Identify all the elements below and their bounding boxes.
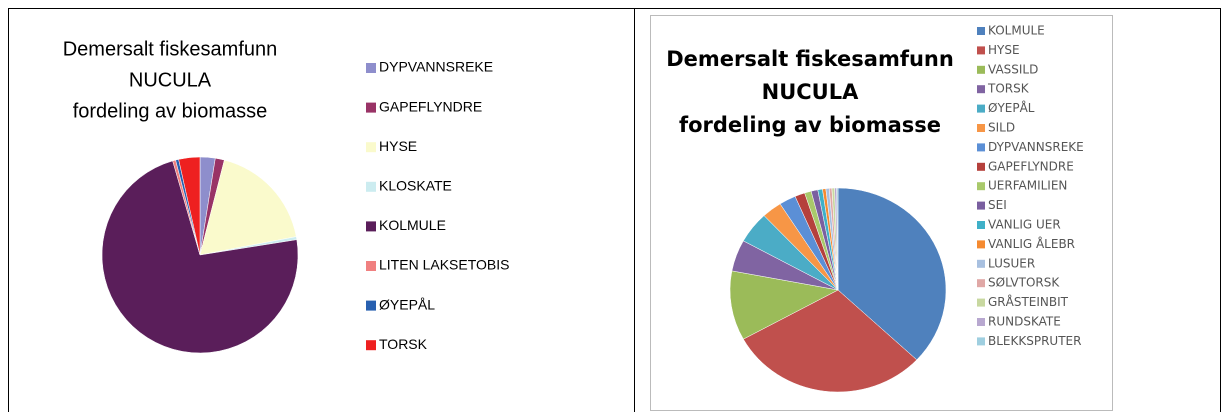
legend-label: DYPVANNSREKE bbox=[379, 59, 493, 75]
legend-swatch bbox=[977, 240, 985, 249]
legend-swatch bbox=[366, 102, 376, 113]
chart-title: fordeling av biomasse bbox=[73, 100, 268, 122]
legend-swatch bbox=[977, 104, 985, 113]
pie-slice bbox=[837, 187, 947, 361]
legend-swatch bbox=[977, 124, 985, 132]
legend-label: KOLMULE bbox=[988, 24, 1045, 38]
legend-swatch bbox=[977, 85, 985, 94]
legend-label: ØYEPÅL bbox=[988, 100, 1035, 115]
legend-label: GRÅSTEINBIT bbox=[988, 294, 1069, 309]
legend-swatch bbox=[366, 181, 376, 192]
legend-swatch bbox=[977, 298, 985, 307]
legend-swatch bbox=[366, 261, 376, 271]
chart-title: Demersalt fiskesamfunn bbox=[666, 47, 954, 71]
legend-label: LUSUER bbox=[988, 256, 1035, 270]
legend-swatch bbox=[366, 340, 376, 351]
legend-swatch bbox=[366, 142, 376, 153]
legend-label: TORSK bbox=[987, 82, 1030, 96]
legend-label: BLEKKSPRUTER bbox=[988, 334, 1081, 348]
legend-label: VASSILD bbox=[988, 62, 1038, 76]
legend-label: GAPEFLYNDRE bbox=[988, 159, 1074, 173]
legend-swatch bbox=[977, 65, 985, 74]
legend-label: HYSE bbox=[988, 43, 1020, 57]
legend-label: KLOSKATE bbox=[379, 178, 452, 194]
legend-swatch bbox=[977, 46, 985, 55]
legend-label: TORSK bbox=[379, 336, 428, 352]
chart-title: NUCULA bbox=[762, 80, 859, 104]
legend-label: VANLIG UER bbox=[988, 218, 1061, 232]
legend-label: VANLIG ÅLEBR bbox=[988, 236, 1075, 251]
legend-label: UERFAMILIEN bbox=[988, 179, 1067, 193]
pie-slice bbox=[729, 270, 839, 340]
legend-label: RUNDSKATE bbox=[988, 315, 1061, 329]
legend-label: ØYEPÅL bbox=[379, 296, 435, 312]
legend-swatch bbox=[977, 221, 985, 229]
chart-title: Demersalt fiskesamfunn bbox=[63, 38, 278, 60]
chart-title: fordeling av biomasse bbox=[679, 113, 941, 137]
legend-swatch bbox=[977, 259, 985, 268]
pie-slice bbox=[178, 156, 201, 256]
legend-swatch bbox=[366, 221, 376, 232]
legend-swatch bbox=[366, 300, 376, 311]
legend-swatch bbox=[977, 143, 985, 152]
legend-label: DYPVANNSREKE bbox=[988, 140, 1084, 154]
frame bbox=[8, 8, 1221, 417]
legend-swatch bbox=[366, 63, 376, 73]
legend-swatch bbox=[977, 162, 985, 171]
legend-swatch bbox=[977, 182, 985, 191]
pie-slice bbox=[101, 160, 299, 354]
legend-swatch bbox=[977, 318, 985, 326]
legend-label: SILD bbox=[988, 121, 1015, 135]
legend-label: SØLVTORSK bbox=[988, 276, 1060, 290]
legend-label: HYSE bbox=[379, 138, 417, 154]
pie-slice bbox=[836, 187, 839, 291]
legend-label: SEI bbox=[988, 198, 1007, 212]
pie-slice bbox=[743, 289, 918, 393]
legend-swatch bbox=[977, 337, 985, 346]
legend-label: LITEN LAKSETOBIS bbox=[379, 257, 509, 273]
legend-swatch bbox=[977, 279, 985, 288]
legend-swatch bbox=[977, 201, 985, 210]
legend-swatch bbox=[977, 27, 985, 35]
chart-title: NUCULA bbox=[129, 69, 212, 91]
legend-label: GAPEFLYNDRE bbox=[379, 98, 482, 114]
legend-label: KOLMULE bbox=[379, 217, 446, 233]
pie-slice bbox=[199, 159, 297, 256]
